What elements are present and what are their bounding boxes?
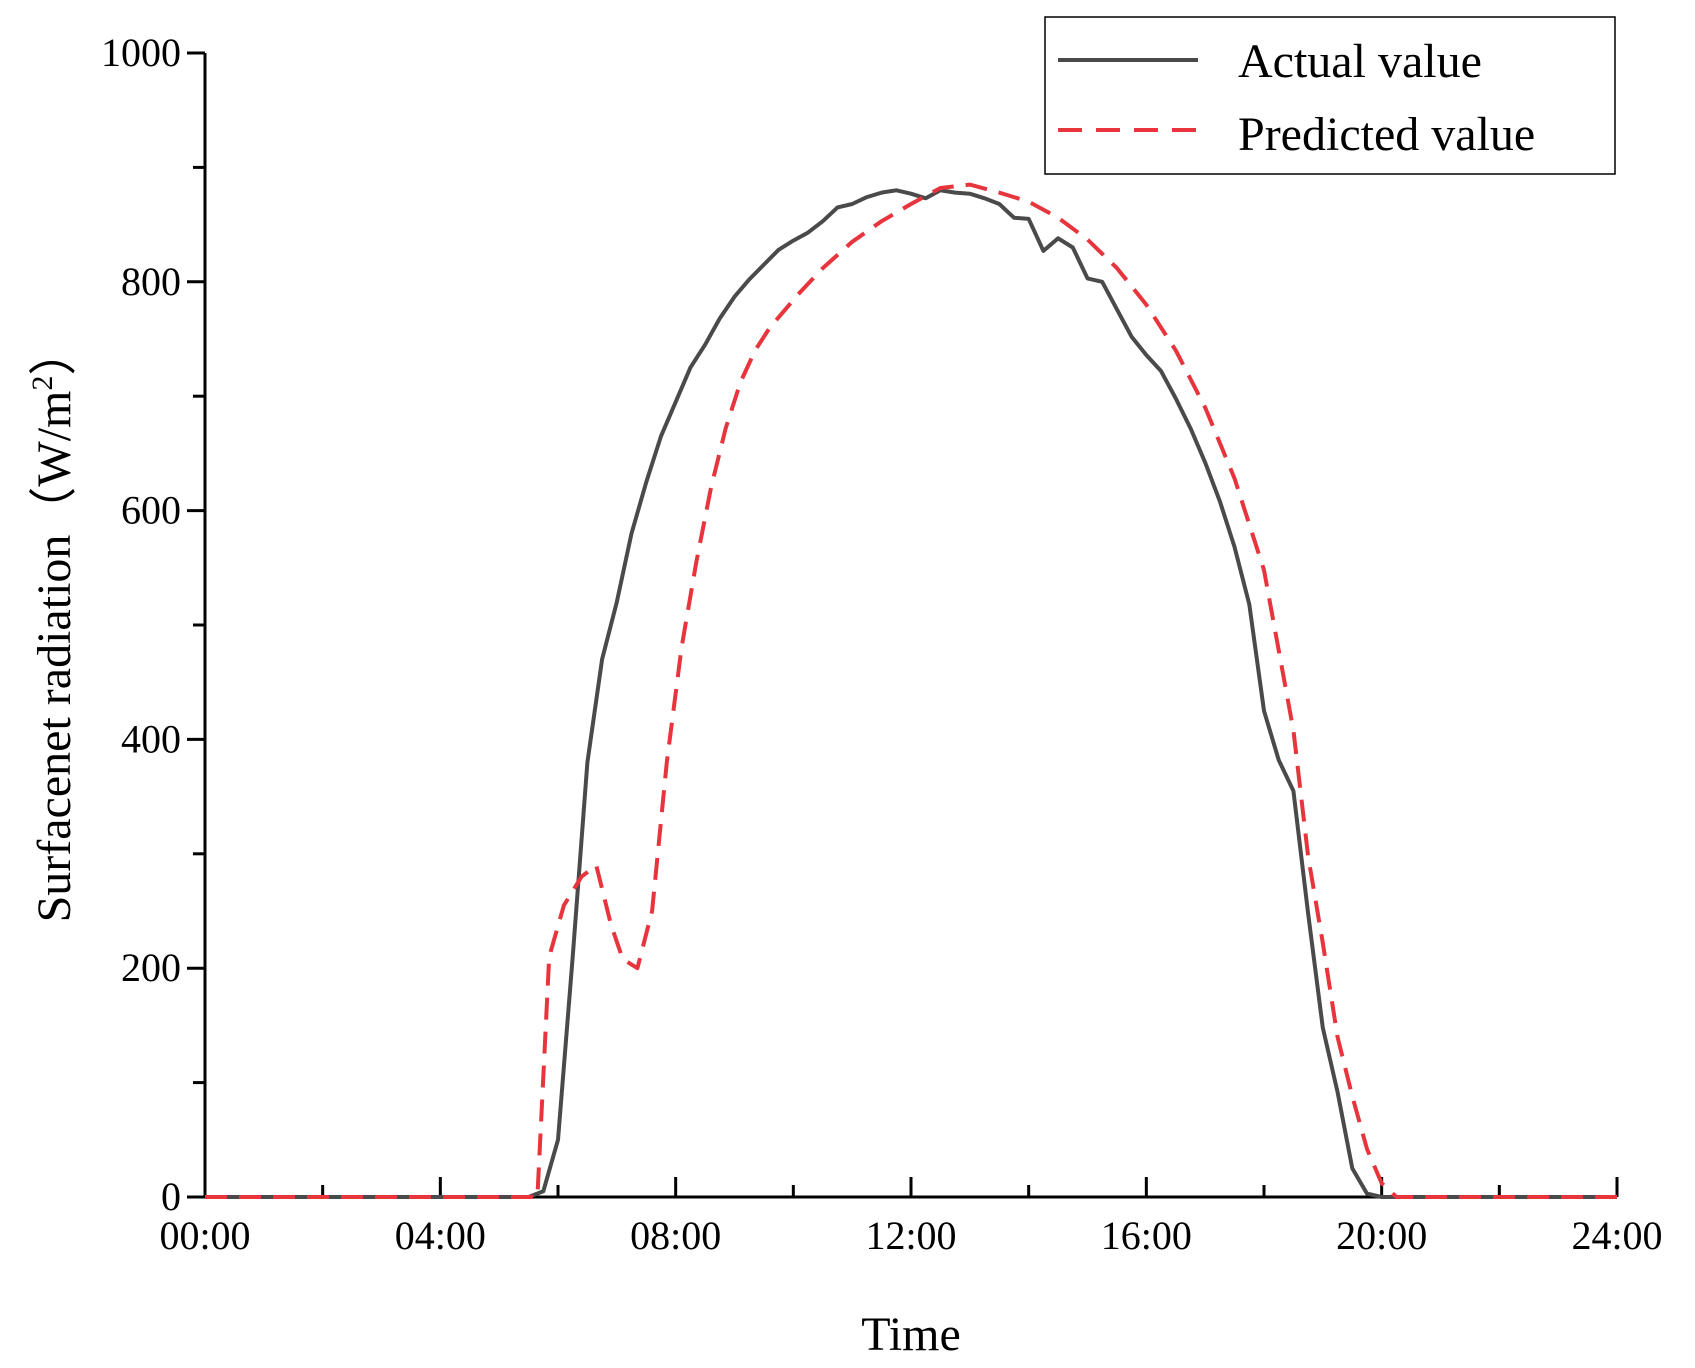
x-axis-title: Time xyxy=(861,1308,961,1361)
plot-area xyxy=(205,182,1617,1199)
x-tick-label: 20:00 xyxy=(1336,1213,1427,1258)
legend-label-actual: Actual value xyxy=(1238,35,1482,88)
x-tick-label: 16:00 xyxy=(1101,1213,1192,1258)
y-axis-title: Surfacenet radiation（W/m2） xyxy=(26,328,81,923)
axes: 0 200 400 600 800 1000 00:00 04:00 08:00 12:00 16:… xyxy=(101,30,1663,1258)
x-tick-label: 24:00 xyxy=(1571,1213,1662,1258)
legend: Actual value Predicted value xyxy=(1044,16,1616,175)
x-tick-label: 04:00 xyxy=(395,1213,486,1258)
y-tick-label: 0 xyxy=(161,1174,181,1219)
y-axis-title-unit-superscript: 2 xyxy=(26,376,59,391)
y-tick-label: 400 xyxy=(121,716,181,761)
y-tick-label: 800 xyxy=(121,259,181,304)
legend-box xyxy=(1044,16,1616,175)
series-line-actual xyxy=(205,188,1617,1199)
x-tick-label: 08:00 xyxy=(630,1213,721,1258)
series-line-predicted xyxy=(205,182,1617,1199)
y-axis-title-main: Surfacenet radiation xyxy=(28,535,81,923)
y-axis-title-unit-close: ） xyxy=(28,328,81,376)
legend-label-predicted: Predicted value xyxy=(1238,108,1535,161)
x-tick-label: 12:00 xyxy=(865,1213,956,1258)
y-axis-title-unit-open: （W/m xyxy=(28,391,81,535)
y-tick-label: 600 xyxy=(121,488,181,533)
y-tick-label: 1000 xyxy=(101,30,181,75)
x-tick-label: 00:00 xyxy=(159,1213,250,1258)
y-tick-label: 200 xyxy=(121,945,181,990)
